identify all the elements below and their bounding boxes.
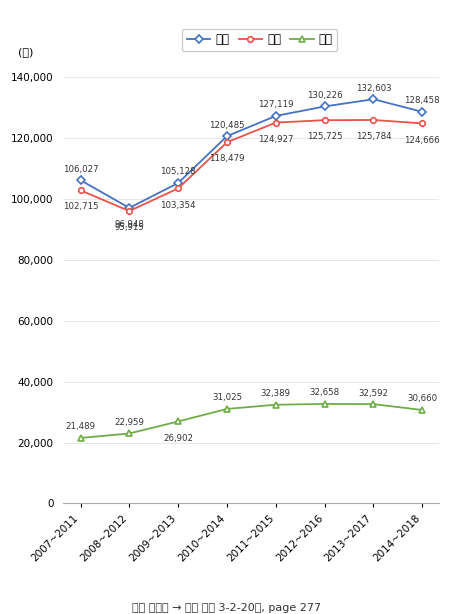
- Text: 102,715: 102,715: [63, 203, 98, 211]
- Text: (건): (건): [18, 47, 34, 57]
- Text: 103,354: 103,354: [160, 201, 196, 209]
- 서울: [419, 108, 425, 115]
- Text: 106,027: 106,027: [63, 165, 98, 174]
- 서울: [224, 133, 230, 140]
- 경기: [78, 187, 83, 194]
- 경기: [419, 120, 425, 127]
- Text: 32,389: 32,389: [261, 389, 291, 398]
- 서울: [127, 204, 132, 212]
- Text: 32,592: 32,592: [358, 389, 389, 397]
- Text: 32,658: 32,658: [309, 388, 340, 397]
- Text: 125,725: 125,725: [307, 133, 342, 141]
- 대전: [224, 405, 230, 413]
- 서울: [78, 177, 83, 184]
- 서울: [322, 103, 328, 110]
- Line: 대전: 대전: [78, 401, 425, 441]
- 경기: [371, 116, 376, 123]
- Line: 경기: 경기: [78, 117, 425, 214]
- 대전: [371, 400, 376, 408]
- 경기: [224, 139, 230, 146]
- Text: 31,025: 31,025: [212, 394, 242, 402]
- Text: 118,479: 118,479: [209, 155, 245, 163]
- Text: 105,128: 105,128: [160, 168, 196, 176]
- Text: 21,489: 21,489: [66, 422, 96, 432]
- Legend: 서울, 경기, 대전: 서울, 경기, 대전: [182, 29, 337, 51]
- 경기: [273, 119, 279, 126]
- Text: 124,927: 124,927: [258, 134, 294, 144]
- 서울: [273, 112, 279, 120]
- Text: 26,902: 26,902: [163, 433, 193, 443]
- 대전: [127, 430, 132, 437]
- Text: 96,948: 96,948: [115, 220, 144, 229]
- Text: 125,784: 125,784: [356, 132, 391, 141]
- 경기: [322, 117, 328, 124]
- 대전: [419, 406, 425, 414]
- 대전: [322, 400, 328, 408]
- Text: 95,915: 95,915: [115, 223, 144, 232]
- 경기: [175, 185, 181, 192]
- 대전: [78, 434, 83, 441]
- Text: 120,485: 120,485: [209, 120, 245, 130]
- 서울: [175, 179, 181, 187]
- Text: 124,666: 124,666: [405, 136, 440, 144]
- Text: 127,119: 127,119: [258, 100, 294, 109]
- Text: 30,660: 30,660: [407, 394, 438, 403]
- Text: 128,458: 128,458: [405, 96, 440, 105]
- 경기: [127, 208, 132, 215]
- Line: 서울: 서울: [78, 96, 425, 211]
- Text: 132,603: 132,603: [356, 84, 391, 93]
- 서울: [371, 96, 376, 103]
- 대전: [175, 418, 181, 425]
- Text: 22,959: 22,959: [115, 418, 144, 427]
- Text: 관련 통계표 → 부록 〈표 3-2-20〉, page 277: 관련 통계표 → 부록 〈표 3-2-20〉, page 277: [132, 603, 321, 613]
- 대전: [273, 401, 279, 408]
- Text: 130,226: 130,226: [307, 91, 342, 100]
